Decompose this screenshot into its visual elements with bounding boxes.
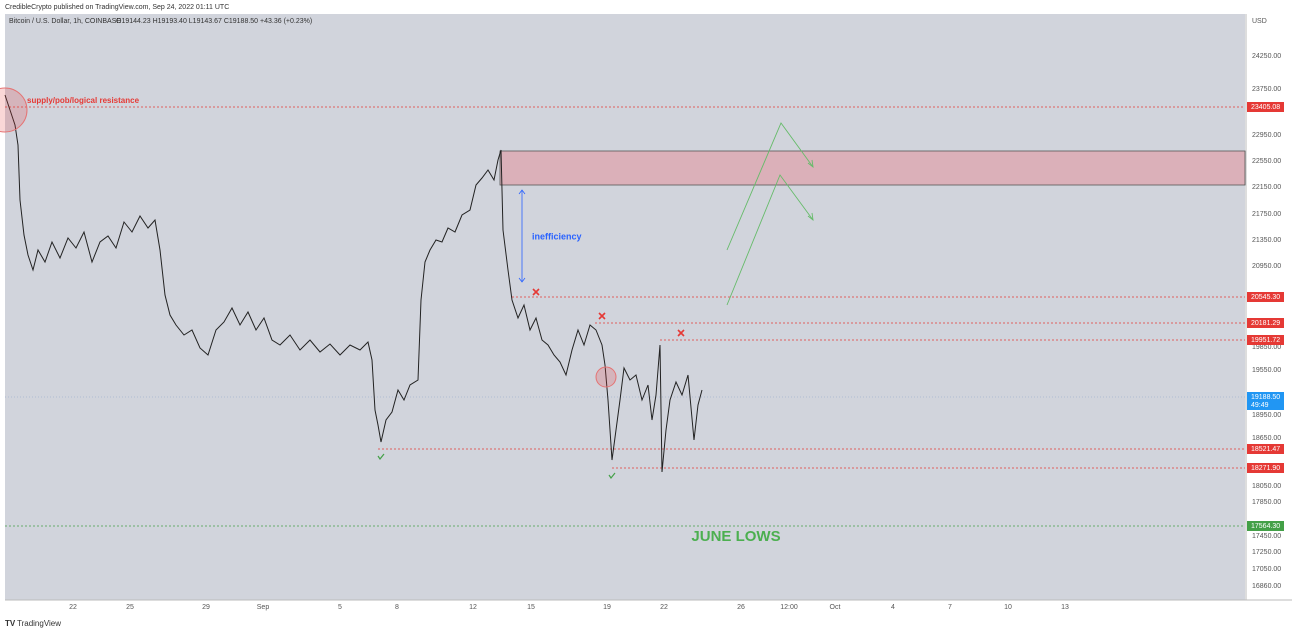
retest-circle xyxy=(595,366,617,388)
gap-arrow xyxy=(518,189,526,283)
supply-zone xyxy=(499,150,1246,186)
price-tag-label: 17564.30 xyxy=(1251,523,1280,530)
check-marks xyxy=(377,453,616,480)
price-axis: 24250.00 23750.00 22950.00 22550.00 22150.00… xyxy=(1247,53,1284,590)
price-label: 22950.00 xyxy=(1252,132,1281,139)
chart-area xyxy=(5,14,1245,600)
price-tag-label: 20545.30 xyxy=(1251,294,1280,301)
price-label: 16860.00 xyxy=(1252,583,1281,590)
price-tag xyxy=(1247,102,1284,112)
date-label: 12 xyxy=(469,604,477,611)
price-label: 20950.00 xyxy=(1252,263,1281,270)
price-tag xyxy=(1247,444,1284,454)
symbol: Bitcoin / U.S. Dollar, 1h, COINBASE xyxy=(9,18,121,25)
date-axis: 22 25 29 Sep 5 8 12 15 19 22 26 12:00 Oct 4 7 10 13 xyxy=(69,604,1069,611)
resistance-circle xyxy=(0,87,28,133)
projection-arrows xyxy=(726,122,814,306)
price-label: 18650.00 xyxy=(1252,435,1281,442)
price-label: 24250.00 xyxy=(1252,53,1281,60)
price-tag-label: 23405.08 xyxy=(1251,104,1280,111)
price-label: 21750.00 xyxy=(1252,211,1281,218)
price-label: 17050.00 xyxy=(1252,566,1281,573)
date-label: 4 xyxy=(891,604,895,611)
currency: USD xyxy=(1252,18,1267,25)
date-label: 25 xyxy=(126,604,134,611)
price-label: 19550.00 xyxy=(1252,367,1281,374)
price-tag xyxy=(1247,463,1284,473)
resistance-label: supply/pob/logical resistance xyxy=(27,96,140,105)
price-label: 23750.00 xyxy=(1252,86,1281,93)
date-label: 26 xyxy=(737,604,745,611)
price-label: 19850.00 xyxy=(1252,344,1281,351)
logo: TV xyxy=(5,619,16,628)
levels xyxy=(5,106,1245,469)
publisher: CredibleCrypto published on TradingView.… xyxy=(5,4,229,11)
date-label: 19 xyxy=(603,604,611,611)
price-tag xyxy=(1247,521,1284,531)
price-label: 17450.00 xyxy=(1252,533,1281,540)
price-label: 21350.00 xyxy=(1252,237,1281,244)
price-tag xyxy=(1247,335,1284,345)
date-label: 13 xyxy=(1061,604,1069,611)
price-tag xyxy=(1247,318,1284,328)
date-label: Oct xyxy=(830,604,841,611)
date-label: Sep xyxy=(257,604,270,611)
price-label: 22550.00 xyxy=(1252,158,1281,165)
gap-label: inefficiency xyxy=(532,231,582,241)
countdown: 49:49 xyxy=(1251,402,1269,409)
june-lows-label: JUNE LOWS xyxy=(691,528,780,545)
x-marks xyxy=(532,288,685,337)
date-label: 22 xyxy=(69,604,77,611)
date-label: 7 xyxy=(948,604,952,611)
date-label: 22 xyxy=(660,604,668,611)
footer: TradingView xyxy=(17,619,61,628)
price-tag xyxy=(1247,292,1284,302)
last-price: 19188.50 xyxy=(1251,394,1280,401)
date-label: 12:00 xyxy=(780,604,798,611)
price-tag-label: 20181.29 xyxy=(1251,320,1280,327)
price-tag-label: 19951.72 xyxy=(1251,337,1280,344)
price-label: 17250.00 xyxy=(1252,549,1281,556)
price-label: 17850.00 xyxy=(1252,499,1281,506)
price-tag-label: 18521.47 xyxy=(1251,446,1280,453)
last-price-tag xyxy=(1247,392,1284,410)
price-tag-label: 18271.90 xyxy=(1251,465,1280,472)
date-label: 29 xyxy=(202,604,210,611)
price-label: 18950.00 xyxy=(1252,412,1281,419)
date-label: 10 xyxy=(1004,604,1012,611)
ohlc: O19144.23 H19193.40 L19143.67 C19188.50 … xyxy=(116,18,312,25)
date-label: 5 xyxy=(338,604,342,611)
date-label: 15 xyxy=(527,604,535,611)
price-label: 22150.00 xyxy=(1252,184,1281,191)
date-label: 8 xyxy=(395,604,399,611)
price-trace xyxy=(4,94,703,473)
price-label: 18050.00 xyxy=(1252,483,1281,490)
